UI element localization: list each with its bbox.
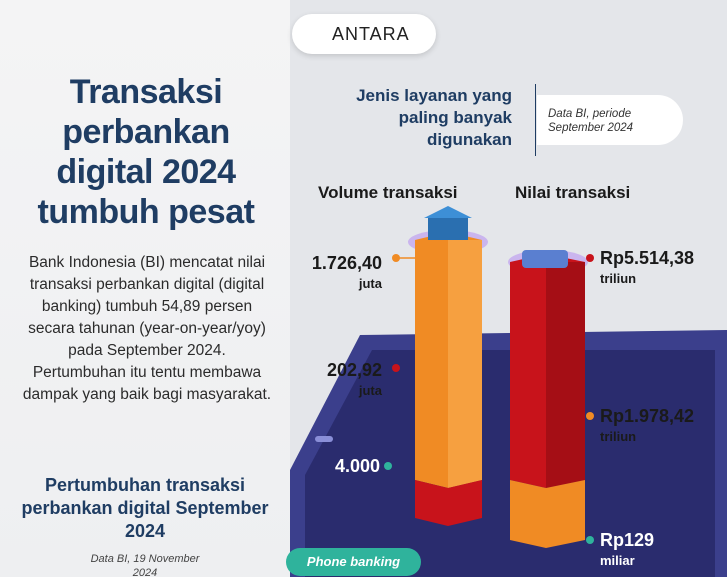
column-volume-side (448, 240, 482, 488)
column-title: Nilai transaksi (515, 183, 631, 202)
column-title: Volume transaksi (318, 183, 458, 202)
value: 202,92 (326, 360, 382, 380)
divider (535, 84, 536, 156)
column-value-base (510, 480, 585, 548)
dot (586, 412, 594, 420)
dot (586, 254, 594, 262)
bank-icon (428, 218, 468, 240)
dot (384, 462, 392, 470)
title: Transaksi perbankan digital 2024 tumbuh … (37, 73, 255, 231)
logo-text: ANTARA (332, 24, 410, 44)
value: 1.726,40 (311, 253, 382, 273)
source: Data BI, periode September 2024 (548, 108, 634, 134)
subtitle: Jenis layanan yang paling banyak digunak… (356, 86, 512, 149)
logo-badge (292, 14, 436, 54)
body-text: Bank Indonesia (BI) mencatat nilai trans… (22, 254, 272, 403)
unit: miliar (600, 553, 635, 568)
source-badge (537, 95, 683, 145)
service-label: Phone banking (286, 548, 421, 576)
left-panel (0, 0, 290, 577)
unit: juta (358, 276, 382, 291)
card-icon (522, 250, 568, 268)
bank-roof (424, 206, 472, 218)
value: Rp129 (600, 530, 655, 550)
growth-source: Data BI, 19 November 2024 (90, 553, 200, 577)
column-value-side (546, 262, 585, 488)
phone-button (315, 436, 333, 442)
growth-heading: Pertumbuhan transaksi perbankan digital … (21, 475, 269, 541)
unit: triliun (600, 429, 637, 444)
dot (586, 536, 594, 544)
column-volume-base (415, 480, 482, 526)
value: Rp5.514,38 (600, 248, 695, 268)
dot (392, 364, 400, 372)
value: 4.000 (334, 456, 380, 476)
unit: triliun (600, 271, 637, 286)
unit: juta (358, 383, 382, 398)
dot (392, 254, 400, 262)
value: Rp1.978,42 (600, 406, 695, 426)
